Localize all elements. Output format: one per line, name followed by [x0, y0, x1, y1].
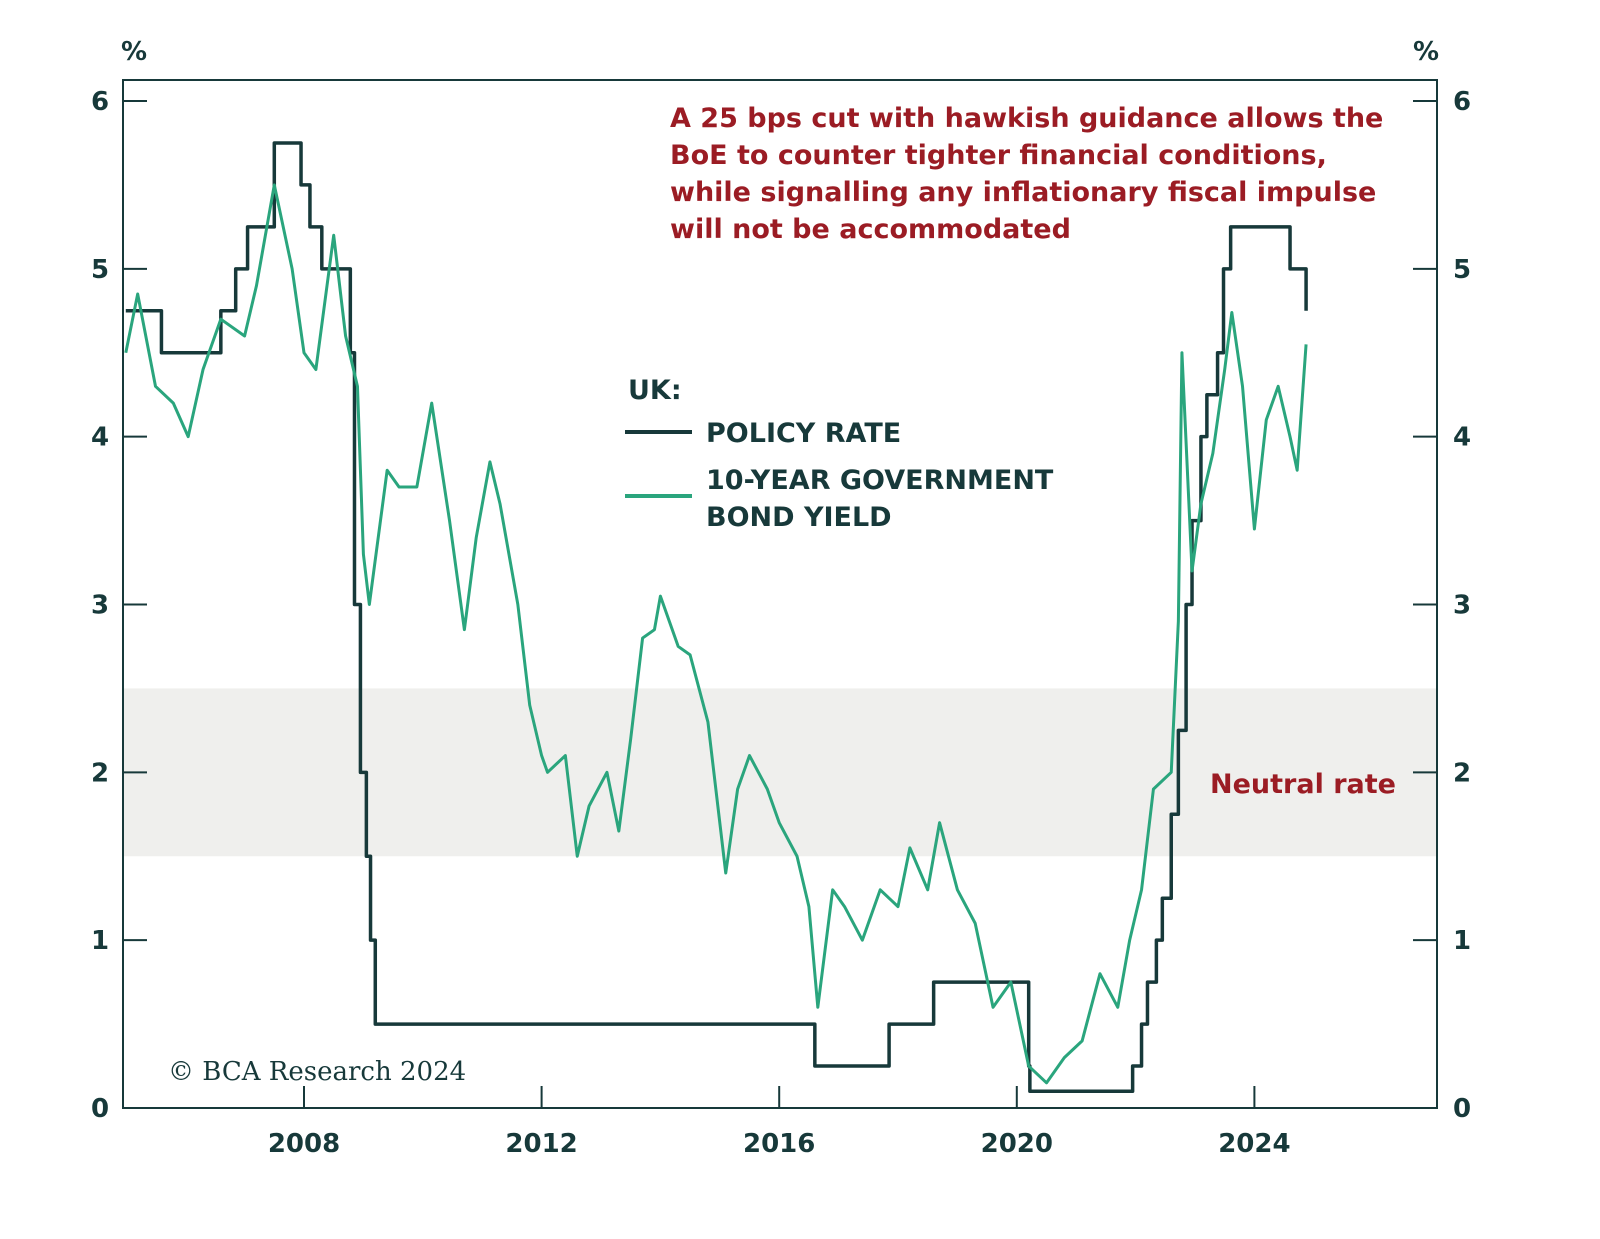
y-tick-label-right: 0 [1453, 1094, 1471, 1124]
x-tick-label: 2012 [505, 1129, 577, 1159]
y-tick-label-left: 4 [91, 423, 109, 453]
legend-label-bond-yield-2: BOND YIELD [706, 502, 892, 533]
y-tick-label-right: 5 [1453, 255, 1471, 285]
legend-label-policy-rate: POLICY RATE [706, 418, 901, 449]
annotation-line: BoE to counter tighter financial conditi… [670, 140, 1327, 171]
legend-label-bond-yield: 10-YEAR GOVERNMENT [706, 465, 1054, 496]
x-tick-label: 2020 [981, 1129, 1053, 1159]
y-axis-unit-left: % [121, 37, 147, 67]
copyright-logo: © BCA Research 2024 [168, 1057, 466, 1087]
annotation-line: while signalling any inflationary fiscal… [670, 177, 1376, 208]
annotation-line: A 25 bps cut with hawkish guidance allow… [670, 103, 1383, 134]
neutral-rate-label: Neutral rate [1210, 769, 1396, 800]
x-tick-label: 2016 [743, 1129, 815, 1159]
y-tick-label-left: 3 [91, 591, 109, 621]
y-tick-label-left: 6 [91, 87, 109, 117]
policy-rate-line [125, 141, 1308, 1093]
y-axis-unit-right: % [1413, 37, 1439, 67]
legend-title: UK: [628, 375, 682, 406]
bond-yield-line [124, 183, 1308, 1085]
y-tick-label-left: 5 [91, 255, 109, 285]
y-tick-label-right: 6 [1453, 87, 1471, 117]
x-tick-label: 2008 [268, 1129, 340, 1159]
y-tick-label-left: 1 [91, 926, 109, 956]
annotation-line: will not be accommodated [670, 214, 1071, 245]
y-tick-label-left: 2 [91, 758, 109, 788]
y-tick-label-right: 1 [1453, 926, 1471, 956]
y-tick-label-right: 3 [1453, 591, 1471, 621]
y-tick-label-right: 4 [1453, 423, 1471, 453]
x-tick-label: 2024 [1218, 1129, 1290, 1159]
y-tick-label-right: 2 [1453, 758, 1471, 788]
y-tick-label-left: 0 [91, 1094, 109, 1124]
neutral-rate-band [123, 688, 1437, 857]
